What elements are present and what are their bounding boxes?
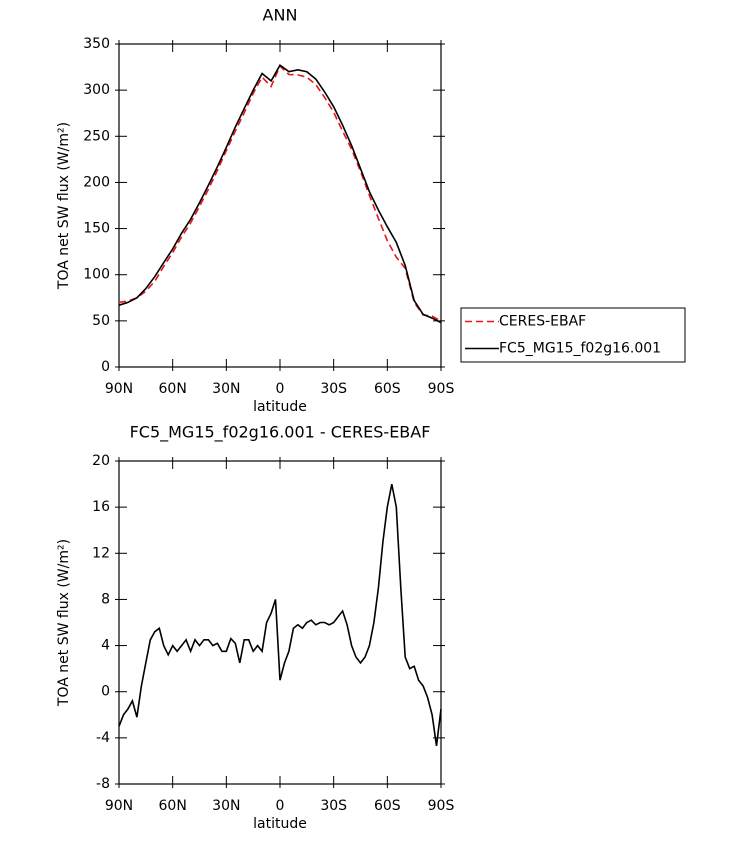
legend-label: FC5_MG15_f02g16.001 <box>499 341 661 357</box>
x-tick-label: 30N <box>212 381 240 397</box>
x-tick-label: 60S <box>374 798 401 814</box>
x-tick-label: 0 <box>276 381 285 397</box>
x-tick-label: 0 <box>276 798 285 814</box>
chart-title: FC5_MG15_f02g16.001 - CERES-EBAF <box>130 423 431 443</box>
chart-title: ANN <box>263 6 298 25</box>
x-tick-label: 30N <box>212 798 240 814</box>
x-tick-label: 90N <box>105 381 133 397</box>
x-tick-label: 30S <box>320 381 347 397</box>
y-tick-label: 16 <box>92 499 110 515</box>
data-line <box>118 64 442 322</box>
x-tick-label: 60N <box>159 381 187 397</box>
x-tick-label: 90N <box>105 798 133 814</box>
x-tick-label: 90S <box>428 798 455 814</box>
x-tick-label: 30S <box>320 798 347 814</box>
y-axis-label: TOA net SW flux (W/m²) <box>56 122 72 290</box>
y-tick-label: 250 <box>83 128 110 144</box>
x-axis-label: latitude <box>253 816 307 832</box>
plot-frame <box>118 43 442 368</box>
x-tick-label: 60N <box>159 798 187 814</box>
y-tick-label: 150 <box>83 221 110 237</box>
y-tick-label: 200 <box>83 174 110 190</box>
y-tick-label: 350 <box>83 36 110 52</box>
y-tick-label: 8 <box>101 591 110 607</box>
y-tick-label: 0 <box>101 359 110 375</box>
y-tick-label: 4 <box>101 638 110 654</box>
y-tick-label: 300 <box>83 82 110 98</box>
y-tick-label: 0 <box>101 684 110 700</box>
data-line <box>118 64 442 324</box>
y-axis-label: TOA net SW flux (W/m²) <box>56 539 72 707</box>
y-tick-label: 12 <box>92 545 110 561</box>
x-tick-label: 90S <box>428 381 455 397</box>
y-tick-label: 20 <box>92 453 110 469</box>
plot-frame <box>118 460 442 785</box>
legend-label: CERES-EBAF <box>499 314 586 330</box>
data-line <box>118 483 442 747</box>
y-tick-label: 100 <box>83 267 110 283</box>
y-tick-label: -4 <box>96 730 110 746</box>
x-tick-label: 60S <box>374 381 401 397</box>
legend-frame <box>460 307 686 363</box>
y-tick-label: 50 <box>92 313 110 329</box>
x-axis-label: latitude <box>253 399 307 415</box>
y-tick-label: -8 <box>96 776 110 792</box>
